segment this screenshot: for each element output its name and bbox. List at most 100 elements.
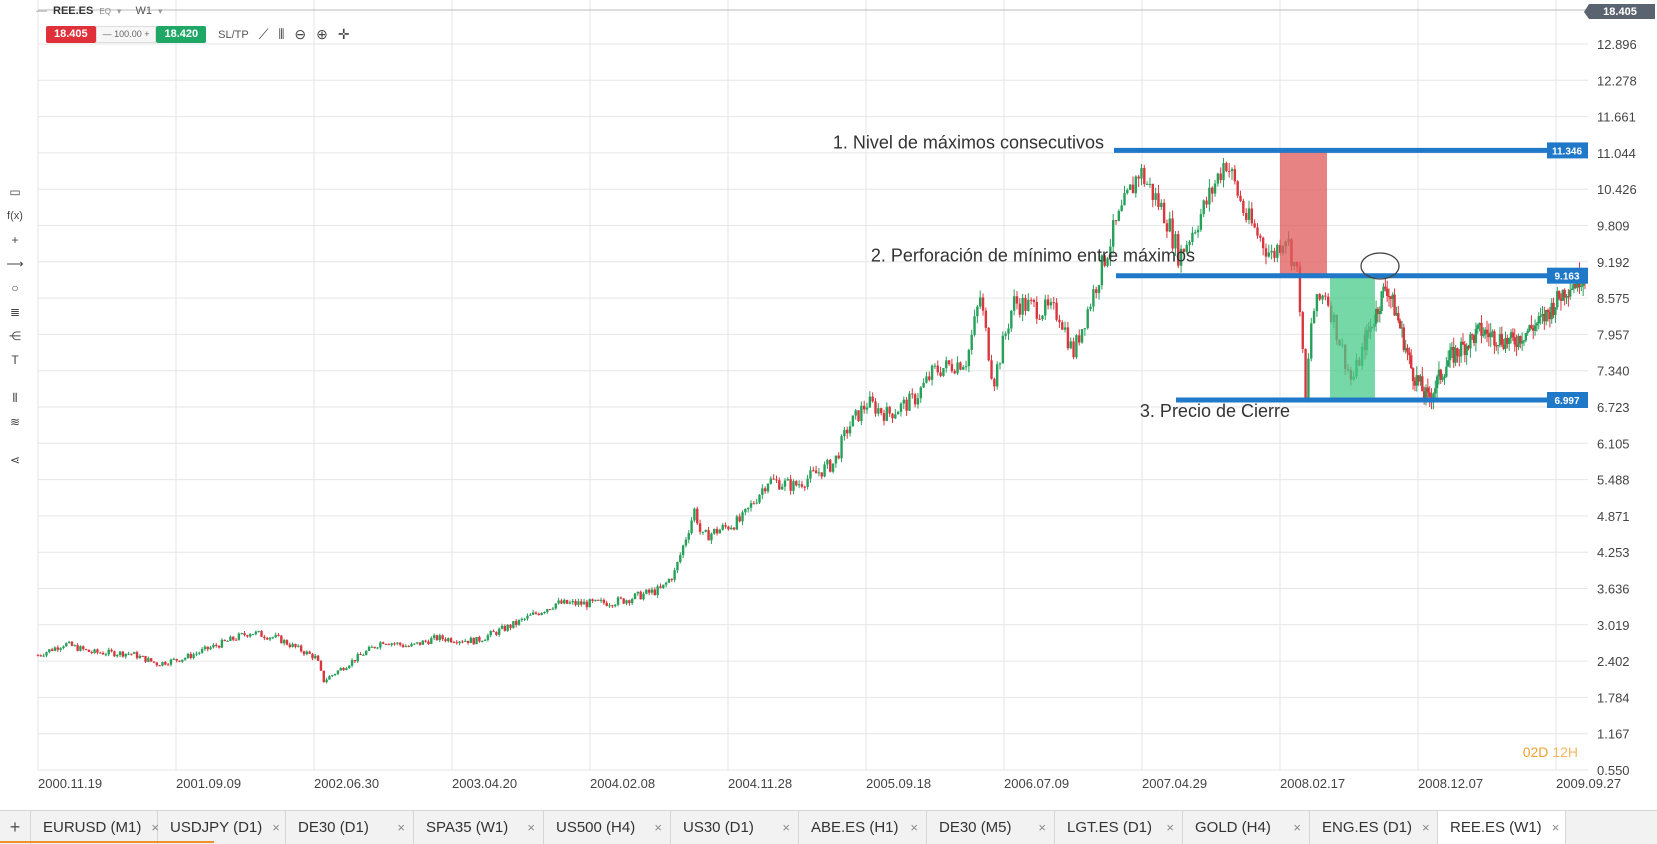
add-tab-button[interactable]: + bbox=[0, 811, 31, 844]
candle-body bbox=[172, 658, 176, 660]
line-chart-icon[interactable]: ⟋ bbox=[258, 26, 269, 42]
timeframe-selector[interactable]: W1 bbox=[135, 5, 152, 17]
close-icon[interactable]: × bbox=[1422, 820, 1430, 835]
y-tick-label: 4.871 bbox=[1597, 509, 1630, 524]
tab-label: GOLD (H4) bbox=[1195, 819, 1271, 836]
tab-item[interactable]: US30 (D1) × bbox=[671, 811, 799, 844]
candle-body bbox=[1259, 235, 1262, 238]
candle-body bbox=[1041, 315, 1044, 320]
tab-item[interactable]: US500 (H4) × bbox=[544, 811, 671, 844]
candle-body bbox=[251, 634, 255, 636]
candle-body bbox=[316, 655, 320, 661]
tab-item[interactable]: SPA35 (W1) × bbox=[414, 811, 544, 844]
circle-icon[interactable]: ○ bbox=[11, 281, 19, 295]
symbol-name[interactable]: REE.ES bbox=[53, 5, 94, 17]
close-icon[interactable]: × bbox=[151, 820, 159, 835]
candle-body bbox=[534, 612, 538, 614]
close-icon[interactable]: × bbox=[910, 820, 918, 835]
candle-body bbox=[393, 643, 396, 645]
zoom-in-icon[interactable]: ⊕ bbox=[316, 26, 328, 42]
tab-item[interactable]: REE.ES (W1) × bbox=[1438, 811, 1566, 844]
fibonacci-icon[interactable]: ≣ bbox=[9, 305, 21, 319]
candle-body bbox=[56, 647, 60, 650]
candle-body bbox=[432, 635, 436, 639]
line-icon[interactable]: ⟶ bbox=[6, 257, 24, 271]
quantity-stepper[interactable]: — 100.00 + bbox=[95, 26, 157, 43]
tab-item[interactable]: EURUSD (M1) × bbox=[31, 811, 159, 844]
candle-body bbox=[546, 609, 549, 613]
share-icon[interactable]: ⋖ bbox=[9, 453, 21, 467]
candle-body bbox=[696, 508, 699, 524]
candle-body bbox=[1406, 347, 1409, 353]
tab-item[interactable]: LGT.ES (D1) × bbox=[1055, 811, 1183, 844]
tab-item[interactable]: DE30 (D1) × bbox=[286, 811, 414, 844]
candle-body bbox=[1298, 266, 1302, 313]
x-tick-label: 2008.12.07 bbox=[1418, 776, 1483, 791]
close-icon[interactable]: × bbox=[1038, 820, 1046, 835]
tab-item[interactable]: ABE.ES (H1) × bbox=[799, 811, 927, 844]
candle-body bbox=[1391, 294, 1394, 299]
chevron-down-icon[interactable]: ▾ bbox=[116, 5, 122, 16]
indicators-icon[interactable]: ⫴ bbox=[12, 391, 18, 405]
candle-body bbox=[1222, 163, 1225, 181]
level-label-box bbox=[1547, 142, 1588, 159]
candles-icon[interactable]: ⫴ bbox=[278, 26, 285, 42]
candle-body bbox=[497, 628, 501, 635]
buy-button[interactable]: 18.420 bbox=[156, 26, 207, 43]
candle-body bbox=[1467, 345, 1470, 349]
function-icon[interactable]: f(x) bbox=[7, 210, 23, 222]
tab-item[interactable]: DE30 (M5) × bbox=[927, 811, 1055, 844]
candle-body bbox=[673, 570, 676, 580]
candle-body bbox=[871, 396, 874, 402]
candle-body bbox=[1174, 234, 1177, 249]
candle-body bbox=[1471, 334, 1474, 336]
candle-body bbox=[1018, 303, 1022, 315]
current-price-tag: 18.405 bbox=[1584, 4, 1655, 19]
close-icon[interactable]: × bbox=[654, 820, 662, 835]
tab-item[interactable]: USDJPY (D1) × bbox=[158, 811, 286, 844]
close-icon[interactable]: × bbox=[1293, 820, 1301, 835]
candle-body bbox=[1508, 338, 1511, 344]
candle-body bbox=[339, 668, 342, 671]
candle-body bbox=[622, 598, 625, 604]
candle-body bbox=[130, 653, 133, 655]
candle-body bbox=[435, 635, 439, 641]
candle-body bbox=[554, 603, 557, 609]
candle-body bbox=[84, 649, 88, 651]
chevron-down-icon[interactable]: ▾ bbox=[157, 5, 163, 16]
close-icon[interactable]: × bbox=[1551, 820, 1560, 835]
red-zone bbox=[1280, 150, 1327, 276]
layers-icon[interactable]: ≋ bbox=[9, 415, 21, 429]
candle-body bbox=[1239, 195, 1242, 201]
candle-body bbox=[96, 649, 99, 653]
zoom-out-icon[interactable]: ⊖ bbox=[294, 26, 307, 42]
text-icon[interactable]: T bbox=[11, 353, 19, 367]
close-icon[interactable]: × bbox=[527, 820, 535, 835]
trade-controls: 18.405 — 100.00 + 18.420 SL/TP ⟋ ⫴ ⊖ ⊕ ✛ bbox=[46, 26, 350, 43]
tab-item[interactable]: GOLD (H4) × bbox=[1183, 811, 1310, 844]
close-icon[interactable]: × bbox=[782, 820, 790, 835]
candle-body bbox=[1199, 214, 1203, 230]
sell-button[interactable]: 18.405 bbox=[46, 26, 96, 43]
crosshair-icon[interactable]: + bbox=[11, 233, 19, 247]
sltp-button[interactable]: SL/TP bbox=[218, 28, 249, 41]
close-icon[interactable]: × bbox=[397, 820, 405, 835]
candle-body bbox=[481, 640, 484, 642]
move-icon[interactable]: ✛ bbox=[337, 26, 350, 42]
candle-body bbox=[1213, 183, 1217, 194]
close-icon[interactable]: × bbox=[1166, 820, 1174, 835]
pitchfork-icon[interactable]: ⋲ bbox=[9, 329, 21, 343]
candle-body bbox=[1397, 312, 1400, 321]
tab-item[interactable]: ENG.ES (D1) × bbox=[1310, 811, 1438, 844]
y-tick-label: 0.550 bbox=[1597, 763, 1630, 778]
candle-body bbox=[1548, 312, 1552, 320]
candle-body bbox=[1443, 376, 1446, 379]
candle-body bbox=[325, 679, 328, 683]
candle-body bbox=[333, 673, 337, 676]
candle-body bbox=[761, 488, 764, 495]
price-chart[interactable]: 11.346 1. Nivel de máximos consecutivos 9.… bbox=[0, 0, 1657, 810]
candle-body bbox=[1493, 331, 1496, 346]
cursor-icon[interactable]: ▭ bbox=[9, 185, 21, 199]
candle-body bbox=[166, 664, 170, 666]
close-icon[interactable]: × bbox=[272, 820, 280, 835]
